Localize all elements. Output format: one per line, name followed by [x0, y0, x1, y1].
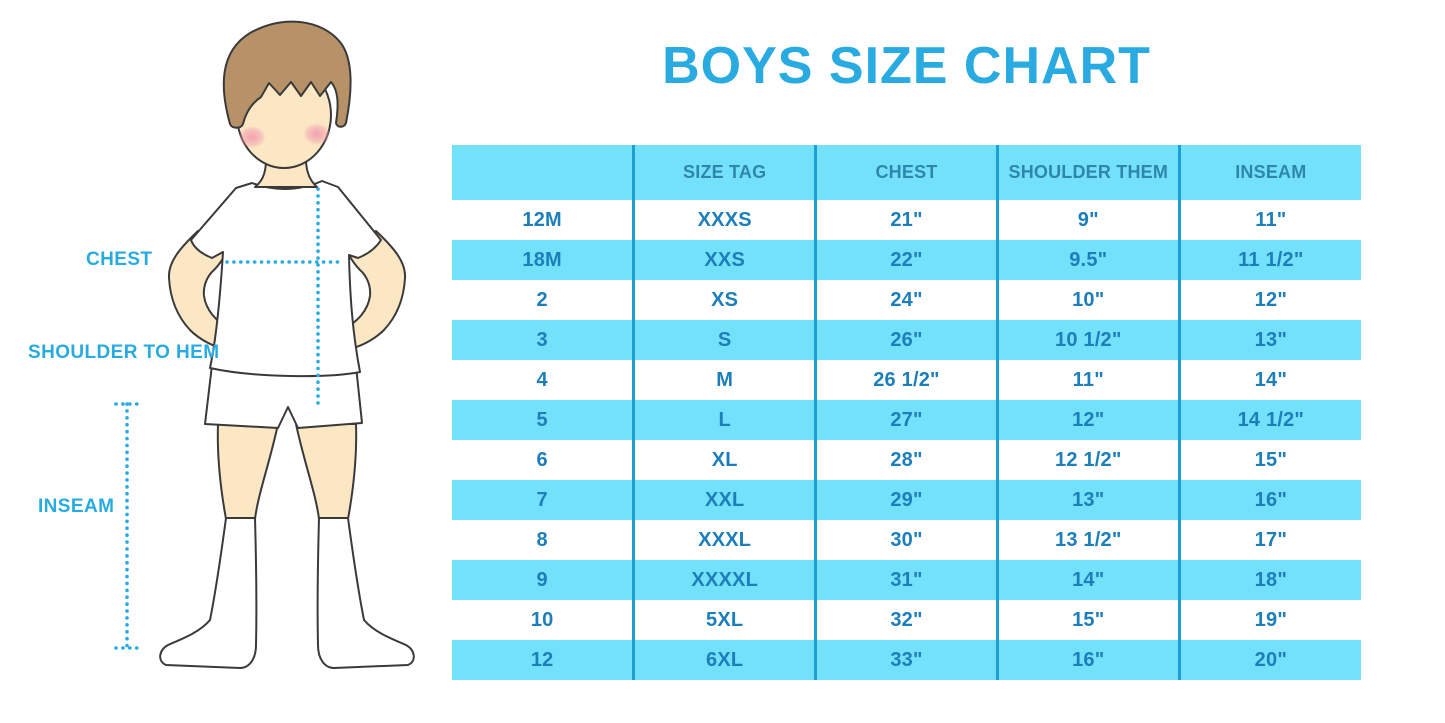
table-cell: 12"	[995, 400, 1180, 440]
table-cell: 28"	[814, 440, 998, 480]
table-row: 7 XXL 29" 13" 16"	[452, 480, 1361, 520]
table-cell: 10 1/2"	[995, 320, 1180, 360]
table-cell: 11 1/2"	[1177, 240, 1361, 280]
table-cell: 9	[452, 560, 634, 600]
page-title: BOYS SIZE CHART	[662, 37, 1151, 95]
boy-cheek-left	[238, 126, 266, 148]
boy-sock-right	[316, 517, 415, 669]
measurement-diagram: CHEST SHOULDER TO HEM INSEAM	[0, 0, 450, 723]
table-cell: 16"	[995, 640, 1180, 680]
column-header-inseam: INSEAM	[1177, 145, 1361, 200]
table-cell: 8	[452, 520, 634, 560]
table-cell: 21"	[814, 200, 998, 240]
table-row: 12 6XL 33" 16" 20"	[452, 640, 1361, 680]
boy-hair	[222, 20, 352, 129]
table-cell: 12	[452, 640, 634, 680]
table-cell: S	[632, 320, 816, 360]
table-cell: XL	[632, 440, 816, 480]
shoulder-to-hem-label: SHOULDER TO HEM	[28, 342, 220, 363]
table-cell: 13"	[1177, 320, 1361, 360]
boy-leg-right	[295, 423, 358, 520]
table-cell: M	[632, 360, 816, 400]
boy-shirt	[190, 180, 382, 378]
table-cell: 17"	[1177, 520, 1361, 560]
chest-label: CHEST	[86, 249, 153, 270]
column-header-chest: CHEST	[814, 145, 998, 200]
table-cell: L	[632, 400, 816, 440]
table-cell: XXL	[632, 480, 816, 520]
table-cell: 15"	[1177, 440, 1361, 480]
table-cell: XXS	[632, 240, 816, 280]
size-table-header: SIZE TAG CHEST SHOULDER THEM INSEAM	[452, 145, 1361, 200]
table-cell: 27"	[814, 400, 998, 440]
table-cell: 3	[452, 320, 634, 360]
table-cell: XXXL	[632, 520, 816, 560]
table-cell: 18"	[1177, 560, 1361, 600]
table-cell: 6XL	[632, 640, 816, 680]
table-cell: 12"	[1177, 280, 1361, 320]
header-row: SIZE TAG CHEST SHOULDER THEM INSEAM	[452, 145, 1361, 200]
table-cell: 12M	[452, 200, 634, 240]
table-row: 5 L 27" 12" 14 1/2"	[452, 400, 1361, 440]
table-cell: 5	[452, 400, 634, 440]
table-row: 8 XXXL 30" 13 1/2" 17"	[452, 520, 1361, 560]
column-header-shoulder-hem: SHOULDER THEM	[995, 145, 1180, 200]
table-cell: 15"	[995, 600, 1180, 640]
table-cell: 10	[452, 600, 634, 640]
table-cell: 31"	[814, 560, 998, 600]
table-cell: 19"	[1177, 600, 1361, 640]
table-cell: 6	[452, 440, 634, 480]
table-cell: 5XL	[632, 600, 816, 640]
boy-cheek-right	[303, 123, 331, 145]
table-cell: 29"	[814, 480, 998, 520]
table-cell: 9.5"	[995, 240, 1180, 280]
column-header-size-tag: SIZE TAG	[632, 145, 816, 200]
table-row: 12M XXXS 21" 9" 11"	[452, 200, 1361, 240]
table-cell: 14"	[1177, 360, 1361, 400]
table-cell: 33"	[814, 640, 998, 680]
table-cell: 13"	[995, 480, 1180, 520]
table-row: 3 S 26" 10 1/2" 13"	[452, 320, 1361, 360]
table-row: 18M XXS 22" 9.5" 11 1/2"	[452, 240, 1361, 280]
table-cell: 9"	[995, 200, 1180, 240]
table-cell: 13 1/2"	[995, 520, 1180, 560]
table-cell: 24"	[814, 280, 998, 320]
size-table-body: 12M XXXS 21" 9" 11" 18M XXS 22" 9.5" 11 1/2" 2 XS 24…	[452, 200, 1361, 680]
table-cell: XXXXL	[632, 560, 816, 600]
table-cell: 32"	[814, 600, 998, 640]
column-header-size	[452, 145, 634, 200]
table-cell: 20"	[1177, 640, 1361, 680]
table-cell: 2	[452, 280, 634, 320]
table-cell: 10"	[995, 280, 1180, 320]
table-cell: 26"	[814, 320, 998, 360]
table-row: 9 XXXXL 31" 14" 18"	[452, 560, 1361, 600]
measurement-lines	[114, 187, 346, 650]
table-cell: 11"	[995, 360, 1180, 400]
boy-figure	[159, 20, 415, 669]
table-cell: 7	[452, 480, 634, 520]
table-cell: XXXS	[632, 200, 816, 240]
table-cell: 18M	[452, 240, 634, 280]
inseam-label: INSEAM	[38, 496, 115, 517]
table-cell: 12 1/2"	[995, 440, 1180, 480]
table-cell: 30"	[814, 520, 998, 560]
table-cell: 11"	[1177, 200, 1361, 240]
table-cell: 26 1/2"	[814, 360, 998, 400]
boy-sock-left	[159, 517, 258, 669]
table-cell: XS	[632, 280, 816, 320]
boy-leg-left	[216, 423, 279, 520]
table-cell: 16"	[1177, 480, 1361, 520]
size-table: SIZE TAG CHEST SHOULDER THEM INSEAM 12M X…	[452, 145, 1361, 680]
table-cell: 14"	[995, 560, 1180, 600]
table-cell: 4	[452, 360, 634, 400]
table-row: 10 5XL 32" 15" 19"	[452, 600, 1361, 640]
table-row: 6 XL 28" 12 1/2" 15"	[452, 440, 1361, 480]
table-cell: 22"	[814, 240, 998, 280]
table-cell: 14 1/2"	[1177, 400, 1361, 440]
table-row: 2 XS 24" 10" 12"	[452, 280, 1361, 320]
boy-illustration	[114, 20, 415, 669]
table-row: 4 M 26 1/2" 11" 14"	[452, 360, 1361, 400]
boy-shorts	[204, 364, 363, 429]
